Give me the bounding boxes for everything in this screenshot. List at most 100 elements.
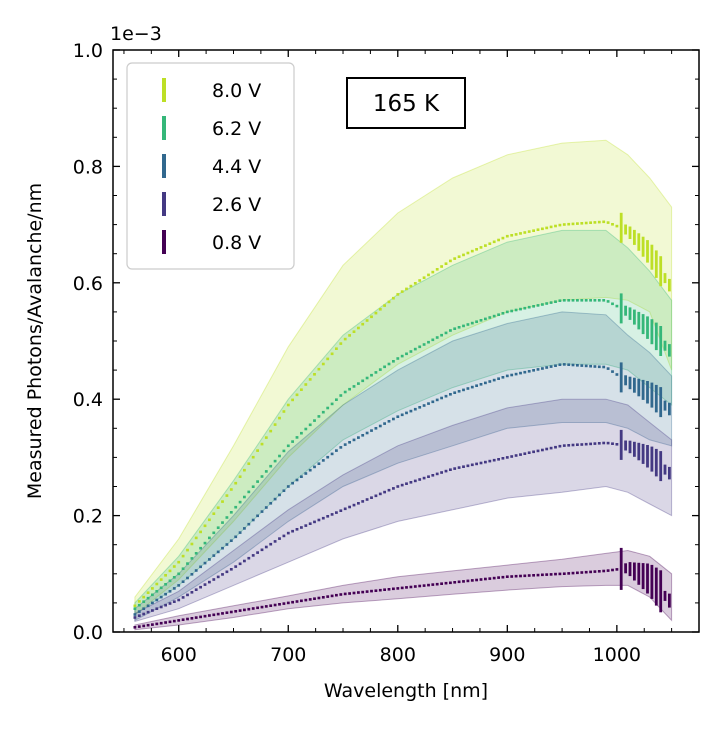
series-0-point <box>208 518 211 522</box>
series-2-point <box>159 595 163 599</box>
series-2-point <box>225 543 229 546</box>
series-4-point <box>580 571 584 574</box>
legend-label: 4.4 V <box>212 156 261 178</box>
series-0-point <box>361 322 365 326</box>
series-0-point <box>370 315 373 319</box>
series-0-point <box>326 357 330 361</box>
series-4-point <box>527 574 531 577</box>
series-0-point <box>633 229 636 245</box>
series-1-point <box>413 347 417 351</box>
series-0-point <box>663 273 667 284</box>
series-2-point <box>484 381 487 385</box>
series-4-point <box>484 577 487 581</box>
x-tick-label: 900 <box>489 644 525 666</box>
series-0-point <box>343 337 347 341</box>
series-1-point <box>510 309 514 313</box>
series-2-point <box>413 407 417 411</box>
series-2-point <box>541 367 544 370</box>
series-1-point <box>431 338 435 342</box>
series-4-point <box>431 583 435 586</box>
series-3-point <box>335 511 338 514</box>
series-3-point <box>339 509 343 512</box>
series-1-point <box>326 406 330 410</box>
series-2-point <box>405 411 408 415</box>
series-3-point <box>611 442 614 445</box>
series-2-point <box>602 365 606 369</box>
series-4-point <box>510 575 514 578</box>
series-1-point <box>440 333 443 337</box>
series-2-point <box>659 387 663 418</box>
series-1-point <box>172 576 176 579</box>
series-3-point <box>519 453 522 456</box>
uncertainty-bands <box>134 139 673 631</box>
series-2-point <box>453 391 457 394</box>
series-4-point <box>164 621 167 624</box>
series-2-point <box>435 398 439 402</box>
series-4-point <box>523 574 527 578</box>
series-1-point <box>457 326 461 329</box>
series-0-point <box>330 352 334 356</box>
series-4-point <box>361 590 365 594</box>
series-0-point <box>545 226 549 230</box>
series-2-point <box>444 394 448 398</box>
series-1-point <box>541 303 544 306</box>
series-3-point <box>418 478 422 481</box>
series-2-point <box>352 438 356 442</box>
series-0-point <box>593 221 597 224</box>
series-3-point <box>422 476 426 480</box>
band-2 <box>134 311 673 622</box>
series-0-point <box>243 468 246 472</box>
series-0-point <box>308 378 312 381</box>
series-4-point <box>317 596 321 600</box>
series-3-point <box>269 542 273 546</box>
series-2-point <box>470 385 474 389</box>
series-3-point <box>238 562 242 566</box>
legend: 8.0 V 6.2 V 4.4 V 2.6 V 0.8 V <box>126 62 295 270</box>
series-3-point <box>370 496 373 499</box>
series-0-point <box>177 560 181 564</box>
series-3-point <box>567 444 571 447</box>
series-3-point <box>514 454 518 457</box>
series-1-point <box>558 299 562 302</box>
series-4-point <box>348 592 351 595</box>
series-1-point <box>646 316 649 339</box>
series-4-point <box>339 593 343 596</box>
series-2-point <box>597 365 601 369</box>
series-3-point <box>589 442 592 446</box>
series-0-point <box>470 249 474 253</box>
series-3-point <box>523 452 527 455</box>
series-2-point <box>273 497 277 501</box>
series-0-point <box>251 455 255 459</box>
series-2-point <box>370 429 373 432</box>
series-3-point <box>444 469 448 473</box>
y-tick-label: 0.2 <box>73 506 103 528</box>
series-4-point <box>335 593 338 597</box>
series-4-point <box>308 598 312 601</box>
series-3-point <box>637 442 641 461</box>
series-2-point <box>400 413 404 417</box>
series-2-point <box>462 388 465 392</box>
series-1-point <box>190 557 194 560</box>
series-2-point <box>304 472 308 475</box>
series-1-point <box>295 436 299 439</box>
series-2-point <box>514 372 518 376</box>
series-1-point <box>321 410 325 414</box>
series-1-point <box>492 314 496 318</box>
series-0-point <box>431 270 435 274</box>
series-4-point <box>479 578 483 581</box>
series-2-point <box>457 390 461 393</box>
series-2-point <box>532 369 535 372</box>
series-0-point <box>339 342 343 345</box>
legend-swatch <box>162 116 166 140</box>
series-0-point <box>357 326 360 330</box>
series-1-point <box>317 415 321 418</box>
band-1 <box>134 229 673 616</box>
series-1-point <box>234 505 238 509</box>
series-0-point <box>409 284 413 288</box>
series-2-point <box>392 417 395 421</box>
axis-ticks: 600 700 800 900 1000 0.0 0.2 0.4 0.6 0.8 1.0 <box>73 40 699 666</box>
series-2-point <box>628 376 632 390</box>
series-4-point <box>304 598 308 602</box>
series-2-point <box>317 462 321 465</box>
series-1-point <box>422 343 426 346</box>
